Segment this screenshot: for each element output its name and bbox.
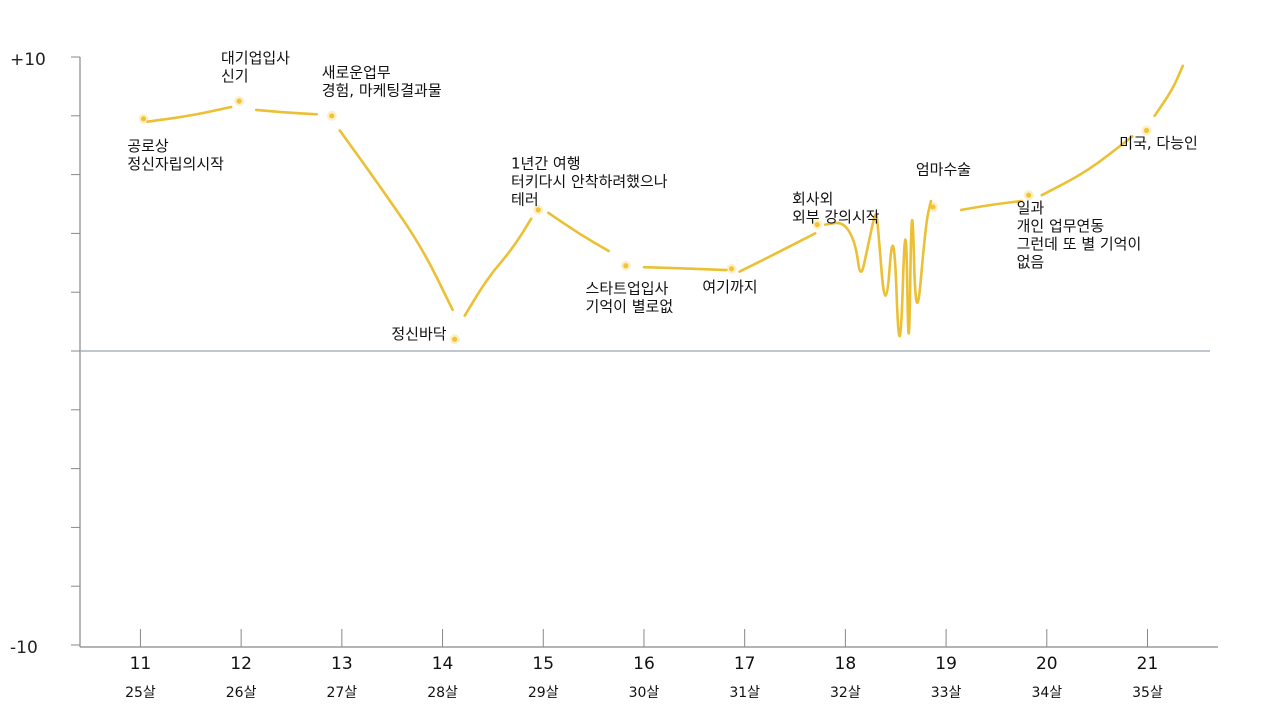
annotation-line: 테러 <box>511 191 539 209</box>
series-line-segment <box>547 211 610 253</box>
annotation-label: 여기까지 <box>702 278 757 296</box>
annotation-label: 정신바닥 <box>391 325 446 343</box>
x-tick-label: 14 <box>432 654 454 674</box>
series-lines <box>146 64 1185 338</box>
data-point <box>930 204 936 210</box>
annotation-label: 엄마수술 <box>916 161 971 179</box>
series-line-segment <box>959 199 1023 212</box>
data-point <box>1026 192 1032 198</box>
x-tick-age-label: 33살 <box>931 685 962 701</box>
x-tick-label: 12 <box>230 654 252 674</box>
series-line-segment <box>1040 135 1134 197</box>
annotation-label: 1년간 여행 터키다시 안착하려했으나 테러 <box>511 155 668 209</box>
x-tick-age-label: 34살 <box>1031 685 1062 701</box>
x-tick-label: 19 <box>935 654 957 674</box>
annotation-line: 없음 <box>1017 253 1045 271</box>
x-tick-label: 18 <box>835 654 857 674</box>
x-tick-label: 15 <box>532 654 554 674</box>
x-tick-label: 17 <box>734 654 756 674</box>
x-tick-age-label: 26살 <box>226 685 257 701</box>
data-point <box>535 207 541 213</box>
annotation-line: 신기 <box>221 67 249 85</box>
data-point <box>814 221 820 228</box>
annotation-line: 스타트업입사 <box>586 280 669 298</box>
series-line-segment <box>1153 64 1185 118</box>
data-point <box>236 98 242 104</box>
x-tick-age-label: 29살 <box>528 685 559 701</box>
annotation-label: 대기업입사 신기 <box>221 49 290 85</box>
annotation-label: 새로운업무 경험, 마케팅결과물 <box>322 64 442 100</box>
data-point <box>140 116 147 122</box>
x-tick-age-label: 27살 <box>326 685 357 701</box>
x-tick-label: 21 <box>1137 654 1159 674</box>
annotation-line: 정신바닥 <box>391 325 446 343</box>
annotation-line: 미국, 다능인 <box>1119 134 1198 152</box>
y-bottom-label: -10 <box>10 638 38 658</box>
x-tick-label: 11 <box>130 654 152 674</box>
x-tick-age-label: 25살 <box>125 685 156 701</box>
annotation-line: 여기까지 <box>702 278 757 296</box>
series-points <box>138 96 1152 345</box>
annotation-line: 개인 업무연동 <box>1017 217 1105 235</box>
axes: +10 -10 11 25살 12 26살 13 27살 14 28살 15 29살 16 30살 17 31… <box>10 50 1218 701</box>
y-top-label: +10 <box>10 50 46 70</box>
annotation-line: 대기업입사 <box>221 49 290 67</box>
data-point <box>1143 127 1150 134</box>
annotation-line: 외부 강의시작 <box>792 208 880 226</box>
annotation-label: 일과 개인 업무연동 그런데 또 별 기억이 없음 <box>1017 199 1142 271</box>
annotation-line: 그런데 또 별 기억이 <box>1017 235 1142 253</box>
series-line-segment <box>254 108 318 116</box>
annotation-line: 새로운업무 <box>322 64 391 82</box>
series-line-segment <box>823 199 933 338</box>
data-point <box>329 113 335 119</box>
annotation-line: 경험, 마케팅결과물 <box>322 82 442 100</box>
x-tick-age-label: 32살 <box>830 685 861 701</box>
annotation-label: 미국, 다능인 <box>1119 134 1198 152</box>
series-line-segment <box>146 105 233 123</box>
annotation-label: 공로상 정신자립의시작 <box>127 137 224 173</box>
annotation-line: 터키다시 안착하려했으나 <box>511 173 668 191</box>
annotation-line: 일과 <box>1017 199 1045 217</box>
x-tick-label: 20 <box>1036 654 1058 674</box>
annotation-line: 공로상 <box>127 137 169 155</box>
annotation-line: 1년간 여행 <box>511 155 581 173</box>
annotation-line: 정신자립의시작 <box>127 155 224 173</box>
data-point <box>623 263 629 269</box>
x-tick-label: 16 <box>633 654 655 674</box>
annotation-label: 스타트업입사 기억이 별로없 <box>586 280 674 316</box>
data-point <box>728 266 735 272</box>
x-tick-age-label: 28살 <box>427 685 458 701</box>
x-tick-age-label: 30살 <box>629 685 660 701</box>
annotation-label: 회사외 외부 강의시작 <box>792 190 880 226</box>
annotation-line: 엄마수술 <box>916 161 971 179</box>
series-line-segment <box>463 217 533 317</box>
data-point <box>452 336 458 342</box>
annotation-line: 기억이 별로없 <box>586 298 674 316</box>
series-line-segment <box>738 232 817 273</box>
x-tick-age-label: 35살 <box>1132 685 1163 701</box>
annotation-line: 회사외 <box>792 190 833 208</box>
series-line-segment <box>642 265 728 272</box>
series-line-segment <box>338 129 454 312</box>
x-tick-label: 13 <box>331 654 353 674</box>
x-tick-age-label: 31살 <box>729 685 760 701</box>
